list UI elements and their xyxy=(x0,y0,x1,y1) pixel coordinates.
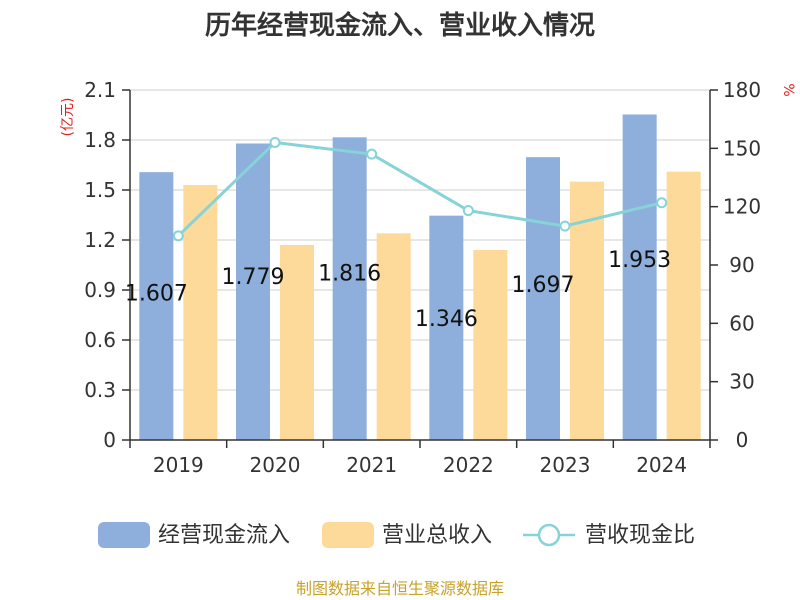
data-label: 1.816 xyxy=(318,261,381,286)
data-label: 1.346 xyxy=(415,307,478,332)
bar-cash-inflow xyxy=(429,215,464,440)
bars xyxy=(139,114,701,441)
legend-swatch xyxy=(322,522,374,548)
right-tick-label: 30 xyxy=(729,370,754,394)
data-label: 1.697 xyxy=(512,273,575,298)
left-tick-label: 2.1 xyxy=(84,78,116,102)
left-tick-label: 1.8 xyxy=(84,128,116,152)
line-series xyxy=(172,137,668,242)
data-label: 1.607 xyxy=(125,282,188,307)
left-tick-label: 0.9 xyxy=(84,278,116,302)
axes: 0 0.3 0.6 0.9 1.2 1.5 1.8 2.1 0 30 60 90 120 150 180 20… xyxy=(84,78,761,477)
bar-cash-inflow xyxy=(332,137,367,441)
ratio-point xyxy=(366,148,378,160)
left-tick-label: 0.3 xyxy=(84,378,116,402)
right-tick-label: 60 xyxy=(729,311,754,335)
ratio-point xyxy=(462,205,474,217)
left-tick-label: 1.5 xyxy=(84,178,116,202)
right-tick-label: 90 xyxy=(729,253,754,277)
bar-cash-inflow xyxy=(236,143,270,440)
ratio-point xyxy=(269,137,281,148)
x-tick-label: 2019 xyxy=(153,453,204,477)
bar-revenue xyxy=(183,185,218,440)
chart-title: 历年经营现金流入、营业收入情况 xyxy=(205,10,595,41)
data-label: 1.779 xyxy=(222,265,285,290)
bar-cash-inflow xyxy=(526,157,560,440)
right-axis-unit: % xyxy=(780,83,796,96)
legend-marker xyxy=(537,523,561,547)
bar-cash-inflow xyxy=(622,114,657,440)
x-tick-label: 2023 xyxy=(540,453,591,477)
left-tick-label: 0.6 xyxy=(84,328,116,352)
legend-label: 经营现金流入 xyxy=(158,523,290,548)
bar-cash-inflow xyxy=(139,172,174,440)
right-tick-label: 0 xyxy=(736,428,749,452)
ratio-point xyxy=(559,220,571,232)
bar-revenue xyxy=(666,171,701,440)
left-tick-label: 1.2 xyxy=(84,228,116,252)
bar-revenue xyxy=(473,250,508,440)
x-tick-label: 2024 xyxy=(636,453,687,477)
legend-label: 营业总收入 xyxy=(382,523,492,548)
ratio-line xyxy=(177,140,663,237)
bar-revenue xyxy=(280,245,314,440)
legend-label: 营收现金比 xyxy=(585,523,695,548)
x-tick-label: 2021 xyxy=(346,453,397,477)
x-tick-label: 2020 xyxy=(250,453,301,477)
ratio-point xyxy=(656,197,668,209)
legend-swatch xyxy=(98,522,150,548)
left-axis-unit: (亿元) xyxy=(60,98,76,137)
data-labels: 1.607 1.779 1.816 1.346 1.697 1.953 xyxy=(125,248,671,332)
left-tick-label: 0 xyxy=(103,428,116,452)
bar-revenue xyxy=(376,233,411,440)
right-tick-label: 120 xyxy=(723,195,761,219)
data-label: 1.953 xyxy=(608,248,671,273)
right-tick-label: 150 xyxy=(723,136,761,160)
ratio-point xyxy=(172,230,184,242)
x-tick-label: 2022 xyxy=(443,453,494,477)
source-note: 制图数据来自恒生聚源数据库 xyxy=(296,579,504,598)
legend: 经营现金流入 营业总收入 营收现金比 xyxy=(98,522,695,548)
right-tick-label: 180 xyxy=(723,78,761,102)
